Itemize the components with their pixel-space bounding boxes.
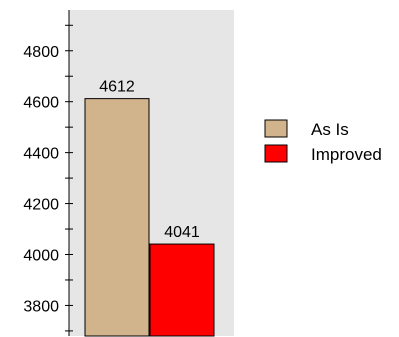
- bar-improved: [149, 243, 215, 337]
- y-tick-label: 4200: [23, 197, 59, 214]
- y-tick-label: 4600: [23, 95, 59, 112]
- y-tick-label: 3800: [23, 298, 59, 315]
- bar-value-label-as-is: 4612: [99, 79, 135, 96]
- legend-swatch-as-is: [264, 119, 288, 138]
- bar-value-label-improved: 4041: [164, 224, 200, 241]
- y-tick-label: 4000: [23, 248, 59, 265]
- y-tick-label: 4400: [23, 146, 59, 163]
- legend: As Is Improved: [264, 119, 382, 164]
- bars: [84, 98, 215, 337]
- y-tick-label: 4800: [23, 44, 59, 61]
- y-axis-ticks: [65, 24, 73, 332]
- legend-label-as-is: As Is: [311, 120, 349, 139]
- bar-labels: 4612 4041: [99, 79, 200, 241]
- legend-swatch-improved: [264, 144, 288, 163]
- legend-label-improved: Improved: [311, 145, 382, 164]
- bar-as-is: [84, 98, 150, 337]
- y-axis-tick-labels: 3800 4000 4200 4400 4600 4800: [23, 44, 59, 316]
